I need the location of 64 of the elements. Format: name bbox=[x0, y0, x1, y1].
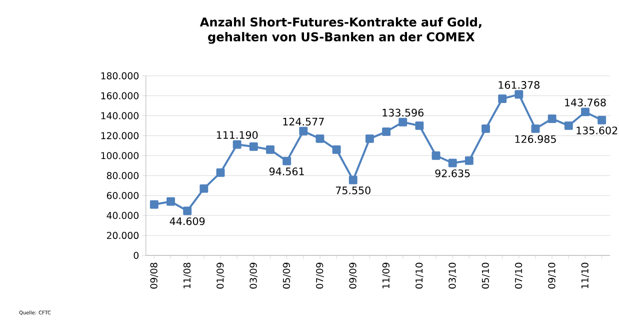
point bbox=[464, 156, 474, 165]
y-tick-label: 20.000 bbox=[106, 232, 139, 239]
point bbox=[332, 145, 341, 154]
data-label: 143.768 bbox=[565, 98, 606, 106]
point bbox=[564, 121, 573, 130]
x-tick-label: 09/10 bbox=[548, 262, 556, 288]
point bbox=[482, 124, 490, 133]
y-tick-label: 80.000 bbox=[106, 172, 139, 180]
point bbox=[200, 184, 208, 193]
y-tick-label: 180.000 bbox=[101, 72, 139, 80]
point bbox=[150, 200, 158, 209]
x-tick-label: 01/10 bbox=[416, 262, 424, 288]
data-label: 111.190 bbox=[216, 131, 258, 139]
data-label: 126.985 bbox=[515, 135, 556, 143]
point bbox=[432, 151, 440, 160]
x-tick-label: 11/10 bbox=[581, 262, 590, 288]
x-tick-label: 07/10 bbox=[514, 262, 523, 288]
y-tick-label: 140.000 bbox=[101, 112, 139, 120]
x-tick-label: 03/09 bbox=[250, 262, 258, 288]
chart-title: Anzahl Short-Futures-Kontrakte auf Gold, gehalten von US-Banken an der COMEX bbox=[200, 17, 482, 44]
point bbox=[348, 176, 358, 184]
point bbox=[581, 108, 590, 116]
y-tick-label: 160.000 bbox=[101, 92, 139, 100]
point bbox=[266, 145, 274, 154]
x-tick-label: 05/10 bbox=[482, 262, 490, 288]
point bbox=[249, 142, 258, 151]
data-label: 133.596 bbox=[382, 108, 424, 116]
y-tick-label: 0 bbox=[134, 252, 139, 259]
point bbox=[299, 126, 308, 136]
point bbox=[498, 94, 507, 103]
x-tick-label: 11/08 bbox=[183, 262, 192, 288]
point bbox=[282, 156, 292, 166]
data-label: 94.561 bbox=[269, 167, 304, 176]
y-tick-label: 40.000 bbox=[106, 212, 139, 219]
x-tick-label: 11/09 bbox=[382, 262, 390, 288]
x-tick-label: 03/10 bbox=[448, 262, 457, 288]
x-tick-label: 09/09 bbox=[349, 262, 358, 288]
x-tick-label: 09/08 bbox=[150, 262, 158, 288]
point bbox=[398, 118, 408, 126]
point bbox=[598, 116, 606, 124]
point bbox=[514, 90, 524, 99]
y-tick-label: 60.000 bbox=[106, 192, 139, 199]
y-tick-label: 100.000 bbox=[101, 152, 139, 160]
point bbox=[166, 197, 175, 206]
point bbox=[415, 121, 424, 130]
point bbox=[183, 206, 192, 216]
point bbox=[232, 140, 242, 149]
data-label: 161.378 bbox=[498, 80, 540, 89]
x-tick-label: 07/09 bbox=[316, 262, 324, 288]
point bbox=[548, 114, 556, 123]
point bbox=[365, 134, 374, 143]
point bbox=[531, 124, 540, 133]
point bbox=[216, 168, 225, 177]
y-tick-label: 120.000 bbox=[101, 132, 139, 140]
point bbox=[448, 158, 457, 168]
point bbox=[382, 127, 391, 136]
x-tick-label: 05/09 bbox=[282, 262, 291, 288]
data-label: 124.577 bbox=[283, 118, 324, 126]
data-label: 92.635 bbox=[435, 169, 470, 178]
x-tick-label: 01/09 bbox=[216, 262, 224, 288]
data-label: 135.602 bbox=[576, 126, 618, 134]
point bbox=[316, 134, 324, 143]
data-label: 75.550 bbox=[336, 186, 370, 194]
data-label: 44.609 bbox=[170, 217, 205, 226]
